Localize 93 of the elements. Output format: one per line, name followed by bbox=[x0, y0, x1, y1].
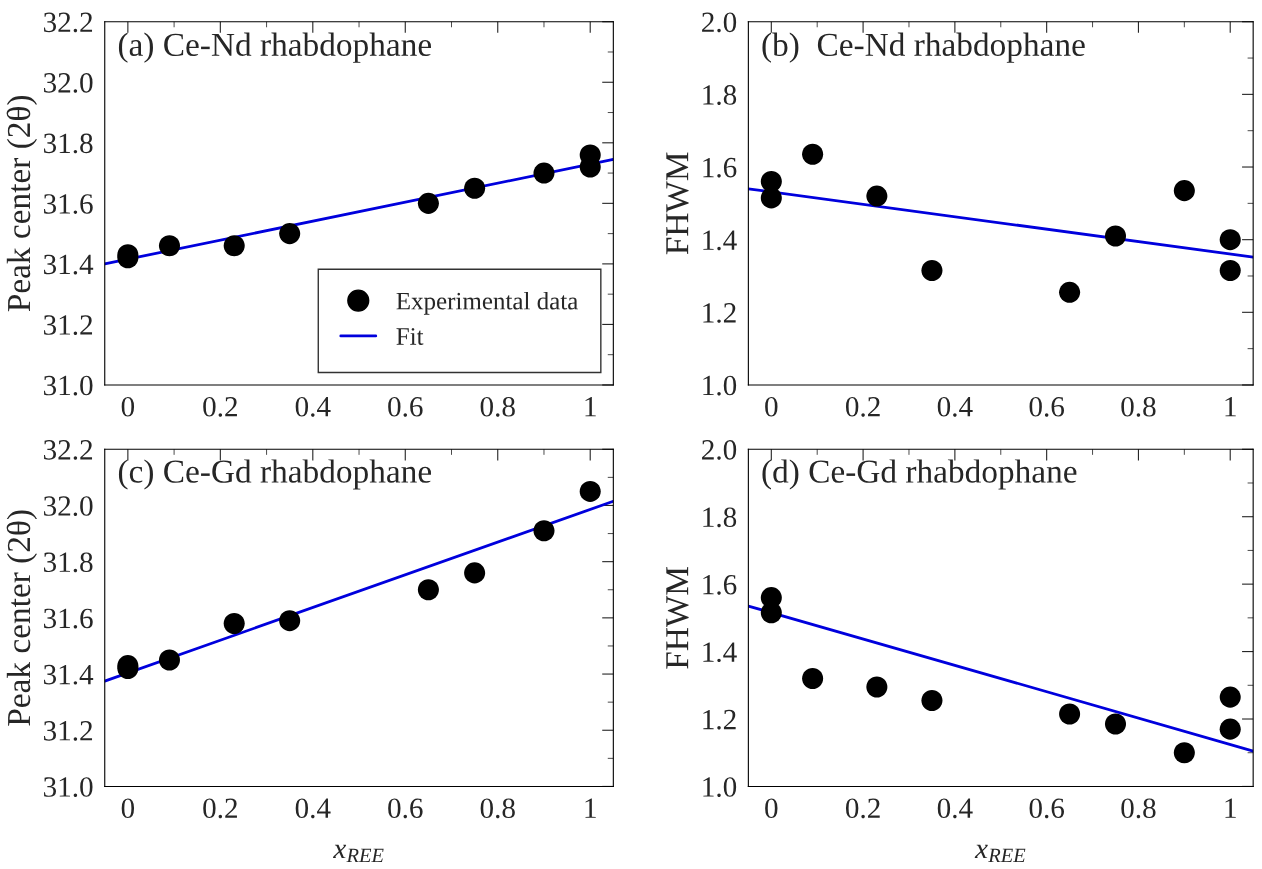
chart-title: (d) Ce-Gd rhabdophane bbox=[762, 459, 1077, 490]
y-tick-label: 1.4 bbox=[703, 230, 737, 251]
y-tick-label: 32.0 bbox=[43, 496, 93, 516]
x-tick-label: 0.2 bbox=[845, 798, 880, 819]
legend-label: Fit bbox=[396, 328, 424, 345]
x-tick-label: 0.4 bbox=[937, 396, 973, 417]
y-tick-label: 32.0 bbox=[43, 72, 93, 93]
y-tick-label: 1.6 bbox=[703, 157, 737, 178]
point bbox=[866, 676, 888, 698]
y-tick-label: 32.2 bbox=[43, 12, 93, 33]
point bbox=[1173, 742, 1195, 764]
x-tick-label: 0.2 bbox=[845, 396, 880, 417]
point bbox=[1059, 281, 1081, 303]
y-axis-title: Peak center (2θ) bbox=[6, 95, 38, 312]
point bbox=[802, 143, 824, 165]
point bbox=[158, 235, 181, 257]
point bbox=[760, 187, 782, 209]
x-tick-label: 0.4 bbox=[295, 798, 331, 819]
point bbox=[921, 689, 943, 711]
point bbox=[417, 579, 439, 601]
point bbox=[464, 562, 486, 584]
y-tick-label: 1.6 bbox=[703, 574, 737, 595]
legend-label: Experimental data bbox=[396, 291, 578, 315]
y-tick-label: 31.2 bbox=[43, 721, 93, 741]
x-tick-label: 0.8 bbox=[480, 798, 515, 819]
x-tick-label: 0 bbox=[765, 798, 778, 819]
point bbox=[223, 235, 245, 257]
x-tick-label: 0.2 bbox=[203, 798, 237, 819]
chart-title: (b) Ce-Nd rhabdophane bbox=[762, 32, 1085, 63]
point bbox=[1219, 718, 1241, 740]
x-tick-label: 0 bbox=[765, 396, 778, 417]
y-tick-label: 31.4 bbox=[43, 664, 94, 685]
point bbox=[533, 162, 555, 184]
y-tick-label: 31.0 bbox=[43, 777, 93, 797]
y-axis-title: FHWM bbox=[666, 152, 689, 255]
x-tick-label: 1 bbox=[1225, 397, 1236, 417]
x-axis-title: x$_{REE}$ bbox=[974, 844, 1026, 863]
y-tick-label: 32.2 bbox=[43, 440, 93, 460]
x-tick-label: 1 bbox=[585, 397, 596, 417]
y-axis-title: Peak center (2θ) bbox=[6, 510, 38, 726]
point bbox=[1104, 713, 1127, 735]
y-tick-label: 1.4 bbox=[703, 642, 737, 663]
point bbox=[223, 612, 245, 635]
y-tick-label: 31.0 bbox=[43, 375, 93, 396]
y-axis-title: FHWM bbox=[666, 566, 689, 669]
x-tick-label: 0 bbox=[121, 798, 135, 819]
y-tick-label: 2.0 bbox=[702, 12, 737, 33]
x-tick-label: 0.6 bbox=[1029, 798, 1065, 819]
y-tick-label: 31.4 bbox=[43, 254, 94, 275]
y-tick-label: 1.0 bbox=[703, 777, 737, 797]
point bbox=[1219, 229, 1241, 251]
y-tick-label: 1.2 bbox=[703, 303, 736, 323]
point bbox=[802, 668, 824, 690]
x-tick-label: 1 bbox=[585, 798, 596, 818]
point bbox=[866, 185, 888, 207]
y-tick-label: 31.6 bbox=[43, 194, 93, 214]
point bbox=[279, 610, 301, 632]
y-tick-label: 31.6 bbox=[43, 608, 93, 629]
x-tick-label: 0.2 bbox=[203, 396, 237, 417]
point bbox=[1173, 180, 1195, 202]
x-tick-label: 0.8 bbox=[1121, 396, 1156, 417]
y-tick-label: 1.8 bbox=[703, 507, 737, 528]
x-tick-label: 0 bbox=[121, 396, 135, 417]
y-tick-label: 1.8 bbox=[703, 85, 737, 105]
point bbox=[921, 260, 943, 282]
x-tick-label: 0.6 bbox=[1029, 396, 1065, 417]
y-tick-label: 1.2 bbox=[703, 709, 736, 730]
x-tick-label: 0.6 bbox=[388, 396, 423, 417]
x-axis-title: x$_{REE}$ bbox=[333, 844, 384, 863]
point bbox=[158, 649, 181, 671]
point bbox=[579, 480, 601, 502]
x-tick-label: 0.4 bbox=[937, 798, 973, 819]
x-tick-label: 0.8 bbox=[480, 396, 515, 417]
y-tick-label: 31.8 bbox=[43, 133, 93, 154]
point bbox=[533, 520, 555, 542]
point bbox=[279, 223, 301, 245]
point bbox=[1219, 260, 1241, 282]
y-tick-label: 2.0 bbox=[702, 440, 737, 460]
y-tick-label: 1.0 bbox=[703, 375, 737, 396]
y-tick-label: 31.2 bbox=[43, 315, 93, 335]
point bbox=[1104, 225, 1127, 247]
point bbox=[1059, 703, 1081, 725]
x-tick-label: 0.6 bbox=[388, 798, 423, 819]
point bbox=[464, 177, 486, 199]
x-tick-label: 0.4 bbox=[295, 396, 331, 417]
point bbox=[760, 602, 782, 624]
point bbox=[417, 192, 439, 214]
point bbox=[1219, 686, 1241, 708]
x-tick-label: 1 bbox=[1225, 798, 1236, 818]
x-tick-label: 0.8 bbox=[1121, 798, 1156, 819]
y-tick-label: 31.8 bbox=[43, 552, 93, 573]
chart-title: (c) Ce-Gd rhabdophane bbox=[118, 459, 431, 490]
chart-title: (a) Ce-Nd rhabdophane bbox=[118, 32, 431, 63]
